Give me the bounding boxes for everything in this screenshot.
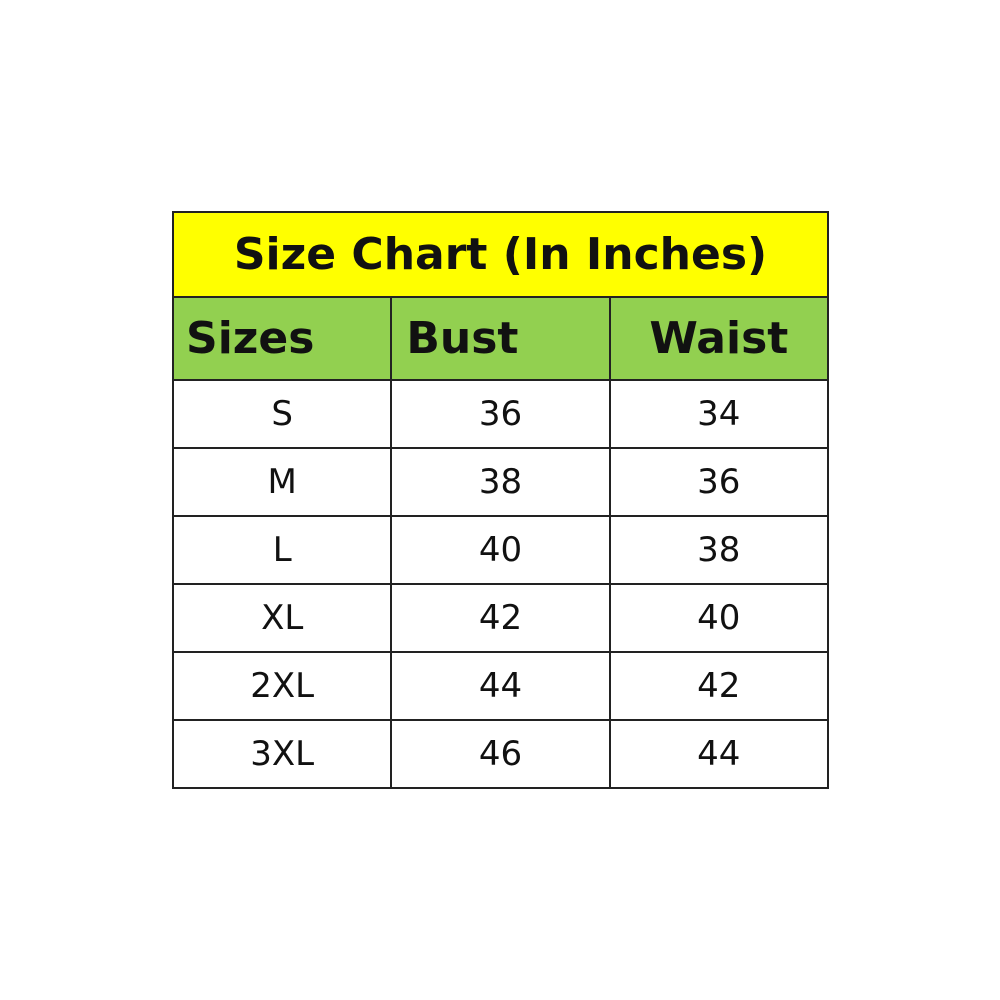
header-row: Sizes Bust Waist	[171, 296, 830, 381]
waist-cell: 40	[608, 583, 830, 653]
header-sizes: Sizes	[171, 296, 393, 381]
bust-cell: 36	[390, 379, 611, 449]
size-cell: 2XL	[171, 651, 393, 721]
table-row: S 36 34	[171, 379, 830, 449]
bust-cell: 42	[390, 583, 611, 653]
size-cell: M	[171, 447, 393, 517]
bust-cell: 46	[390, 719, 611, 789]
waist-cell: 36	[608, 447, 830, 517]
bust-cell: 44	[390, 651, 611, 721]
size-cell: 3XL	[171, 719, 393, 789]
header-waist: Waist	[608, 296, 830, 381]
bust-cell: 40	[390, 515, 611, 585]
size-chart-table: Size Chart (In Inches) Sizes Bust Waist …	[171, 211, 830, 789]
table-row: M 38 36	[171, 447, 830, 517]
table-title: Size Chart (In Inches)	[172, 211, 829, 298]
waist-cell: 42	[608, 651, 830, 721]
table-row: XL 42 40	[171, 583, 830, 653]
header-bust: Bust	[390, 296, 611, 381]
waist-cell: 34	[608, 379, 830, 449]
size-cell: S	[171, 379, 393, 449]
size-cell: L	[171, 515, 393, 585]
bust-cell: 38	[390, 447, 611, 517]
waist-cell: 44	[608, 719, 830, 789]
size-cell: XL	[171, 583, 393, 653]
table-row: L 40 38	[171, 515, 830, 585]
table-row: 3XL 46 44	[171, 719, 830, 789]
table-row: 2XL 44 42	[171, 651, 830, 721]
waist-cell: 38	[608, 515, 830, 585]
